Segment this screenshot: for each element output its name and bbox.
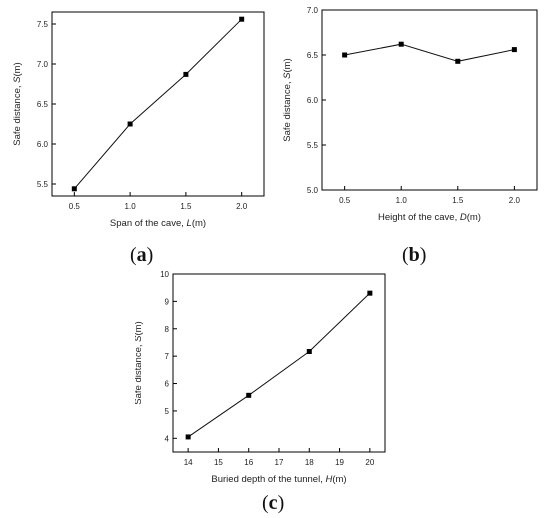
plot-frame xyxy=(51,11,265,197)
data-point xyxy=(246,392,252,398)
x-axis-unit: (m) xyxy=(192,218,206,229)
y-axis-unit: (m) xyxy=(12,62,23,76)
chart-panel-c: 14 15 16 17 18 19 20 4 5 6 7 8 9 10 Buried depth of th… xyxy=(133,262,410,499)
chart-b: 0.5 1.0 1.5 2.0 5.0 5.5 6.0 6.5 7.0 Height of the… xyxy=(282,6,538,223)
data-point xyxy=(183,71,189,77)
panel-label-a: (a) xyxy=(130,244,154,266)
y-tick-label: 7.0 xyxy=(307,6,319,15)
y-axis-label-text: Safe distance, xyxy=(12,83,23,146)
y-tick-label: 9 xyxy=(165,297,170,306)
x-axis-label: Span of the cave, L(m) xyxy=(110,218,206,229)
x-tick-label: 14 xyxy=(184,458,193,467)
x-tick-label: 0.5 xyxy=(69,202,81,211)
panel-label-c: (c) xyxy=(262,492,285,514)
x-tick-label: 1.0 xyxy=(125,202,137,211)
y-tick-label: 5.5 xyxy=(37,180,49,189)
x-tick-label: 1.5 xyxy=(180,202,192,211)
x-axis-label-text: Span of the cave, xyxy=(110,218,187,229)
x-tick-label: 16 xyxy=(244,458,253,467)
y-axis-label: Safe distance, S(m) xyxy=(12,62,23,145)
y-tick-label: 8 xyxy=(165,325,170,334)
x-axis-unit: (m) xyxy=(467,212,481,223)
y-axis-label-text: Safe distance, xyxy=(282,79,293,142)
y-tick-label: 5.0 xyxy=(307,186,319,195)
x-axis-label-text: Buried depth of the tunnel, xyxy=(211,474,325,485)
data-point xyxy=(306,348,312,354)
data-point xyxy=(511,47,517,53)
y-axis-unit: (m) xyxy=(282,58,293,72)
x-axis-unit: (m) xyxy=(332,474,346,485)
data-point xyxy=(127,121,133,127)
x-tick-label: 1.5 xyxy=(452,196,464,205)
y-tick-label: 6.5 xyxy=(37,100,49,109)
data-point xyxy=(455,58,461,64)
x-tick-label: 17 xyxy=(275,458,284,467)
x-tick-label: 19 xyxy=(335,458,344,467)
y-tick-label: 7.5 xyxy=(37,20,49,29)
y-tick-label: 10 xyxy=(160,270,169,279)
y-tick-label: 7 xyxy=(165,352,170,361)
chart-a: 0.5 1.0 1.5 2.0 5.5 6.0 6.5 7.0 7.5 Span of the c… xyxy=(12,11,265,229)
x-axis-variable: D xyxy=(460,212,467,223)
data-point xyxy=(239,16,245,22)
x-axis-label-text: Height of the cave, xyxy=(378,212,460,223)
y-axis-variable: S xyxy=(282,72,293,79)
y-axis-unit: (m) xyxy=(135,321,144,335)
y-tick-label: 6.0 xyxy=(307,96,319,105)
y-axis-label: Safe distance, S(m) xyxy=(135,321,144,404)
series-line xyxy=(187,292,371,438)
x-axis-variable: L xyxy=(187,218,192,229)
y-axis-variable: S xyxy=(12,76,23,83)
y-tick-label: 5 xyxy=(165,407,170,416)
x-tick-label: 2.0 xyxy=(236,202,248,211)
data-point xyxy=(342,52,348,58)
y-axis-label: Safe distance, S(m) xyxy=(282,58,293,141)
x-tick-label: 1.0 xyxy=(396,196,408,205)
y-axis-variable: S xyxy=(135,335,144,342)
y-tick-label: 6.5 xyxy=(307,51,319,60)
y-tick-label: 4 xyxy=(165,434,170,443)
data-point xyxy=(367,290,373,296)
series-line xyxy=(73,18,243,190)
x-tick-label: 18 xyxy=(305,458,314,467)
panel-label-b: (b) xyxy=(402,244,427,266)
plot-frame xyxy=(321,9,538,191)
x-tick-label: 20 xyxy=(365,458,374,467)
x-axis-label: Height of the cave, D(m) xyxy=(378,212,481,223)
x-tick-label: 2.0 xyxy=(509,196,521,205)
data-point xyxy=(71,186,77,192)
y-tick-label: 6.0 xyxy=(37,140,49,149)
data-point xyxy=(185,434,191,440)
y-axis-label-text: Safe distance, xyxy=(135,342,144,405)
chart-panel-a: 0.5 1.0 1.5 2.0 5.5 6.0 6.5 7.0 7.5 Span of the c… xyxy=(0,0,275,250)
y-tick-label: 5.5 xyxy=(307,141,319,150)
series-line xyxy=(344,43,515,62)
x-axis-variable: H xyxy=(325,474,332,485)
y-tick-label: 7.0 xyxy=(37,60,49,69)
x-tick-label: 0.5 xyxy=(339,196,351,205)
chart-panel-b: 0.5 1.0 1.5 2.0 5.0 5.5 6.0 6.5 7.0 Height of the… xyxy=(275,0,550,250)
chart-c: 14 15 16 17 18 19 20 4 5 6 7 8 9 10 Buried depth of th… xyxy=(133,270,386,485)
x-axis-label: Buried depth of the tunnel, H(m) xyxy=(211,474,346,485)
y-tick-label: 6 xyxy=(165,380,170,389)
data-point xyxy=(398,41,404,47)
x-tick-label: 15 xyxy=(214,458,223,467)
